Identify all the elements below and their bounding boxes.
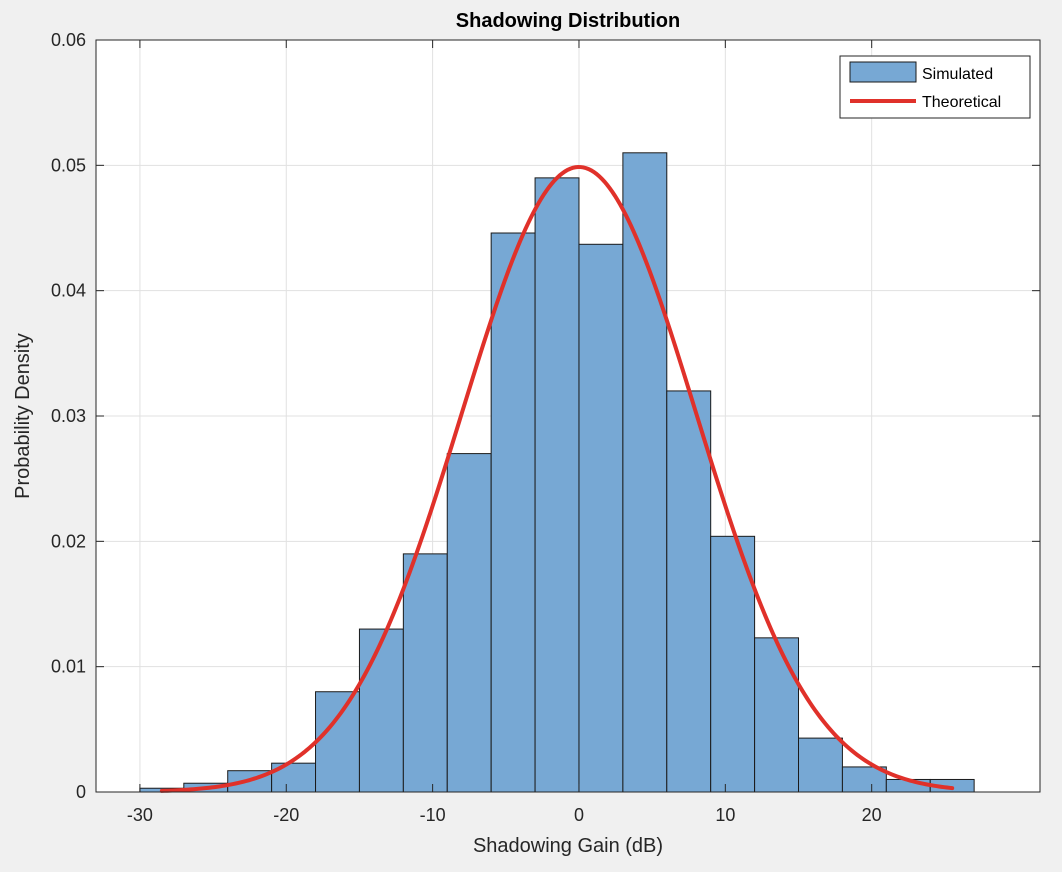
histogram-bar <box>622 152 668 793</box>
y-tick-label: 0.06 <box>51 30 86 50</box>
x-tick-label: 0 <box>574 805 584 825</box>
histogram-bar <box>446 453 492 793</box>
y-tick-label: 0 <box>76 782 86 802</box>
y-tick-label: 0.04 <box>51 281 86 301</box>
histogram-bar <box>490 232 536 793</box>
legend: Simulated Theoretical <box>839 55 1031 119</box>
histogram-bar <box>754 637 800 793</box>
x-tick-label: 20 <box>862 805 882 825</box>
histogram-bar <box>798 737 843 793</box>
y-tick-label: 0.05 <box>51 155 86 175</box>
histogram-bar <box>578 243 624 793</box>
x-tick-label: -20 <box>273 805 299 825</box>
x-tick-labels: -30 -20 -10 0 10 20 <box>127 805 882 825</box>
legend-label-simulated: Simulated <box>922 66 993 83</box>
histogram-bar <box>402 553 448 793</box>
legend-label-theoretical: Theoretical <box>922 94 1001 111</box>
histogram-bar <box>841 766 887 793</box>
y-tick-labels: 0 0.01 0.02 0.03 0.04 0.05 0.06 <box>51 30 86 802</box>
histogram-bar <box>710 535 756 793</box>
x-axis-label: Shadowing Gain (dB) <box>473 835 663 857</box>
legend-swatch-simulated <box>849 61 917 83</box>
y-axis-label: Probability Density <box>12 333 34 499</box>
histogram-bar <box>666 390 712 793</box>
histogram-bar <box>358 628 404 793</box>
histogram-bar <box>534 177 580 793</box>
histogram-bar <box>315 691 360 793</box>
histogram-bars <box>139 152 975 793</box>
theoretical-curve <box>159 165 955 793</box>
y-tick-label: 0.03 <box>51 406 86 426</box>
x-tick-label: 10 <box>715 805 735 825</box>
ticks <box>96 39 1040 793</box>
x-tick-label: -30 <box>127 805 153 825</box>
chart-title: Shadowing Distribution <box>456 10 680 32</box>
x-tick-label: -10 <box>420 805 446 825</box>
histogram-bar <box>271 762 317 793</box>
y-tick-label: 0.02 <box>51 531 86 551</box>
y-tick-label: 0.01 <box>51 657 86 677</box>
